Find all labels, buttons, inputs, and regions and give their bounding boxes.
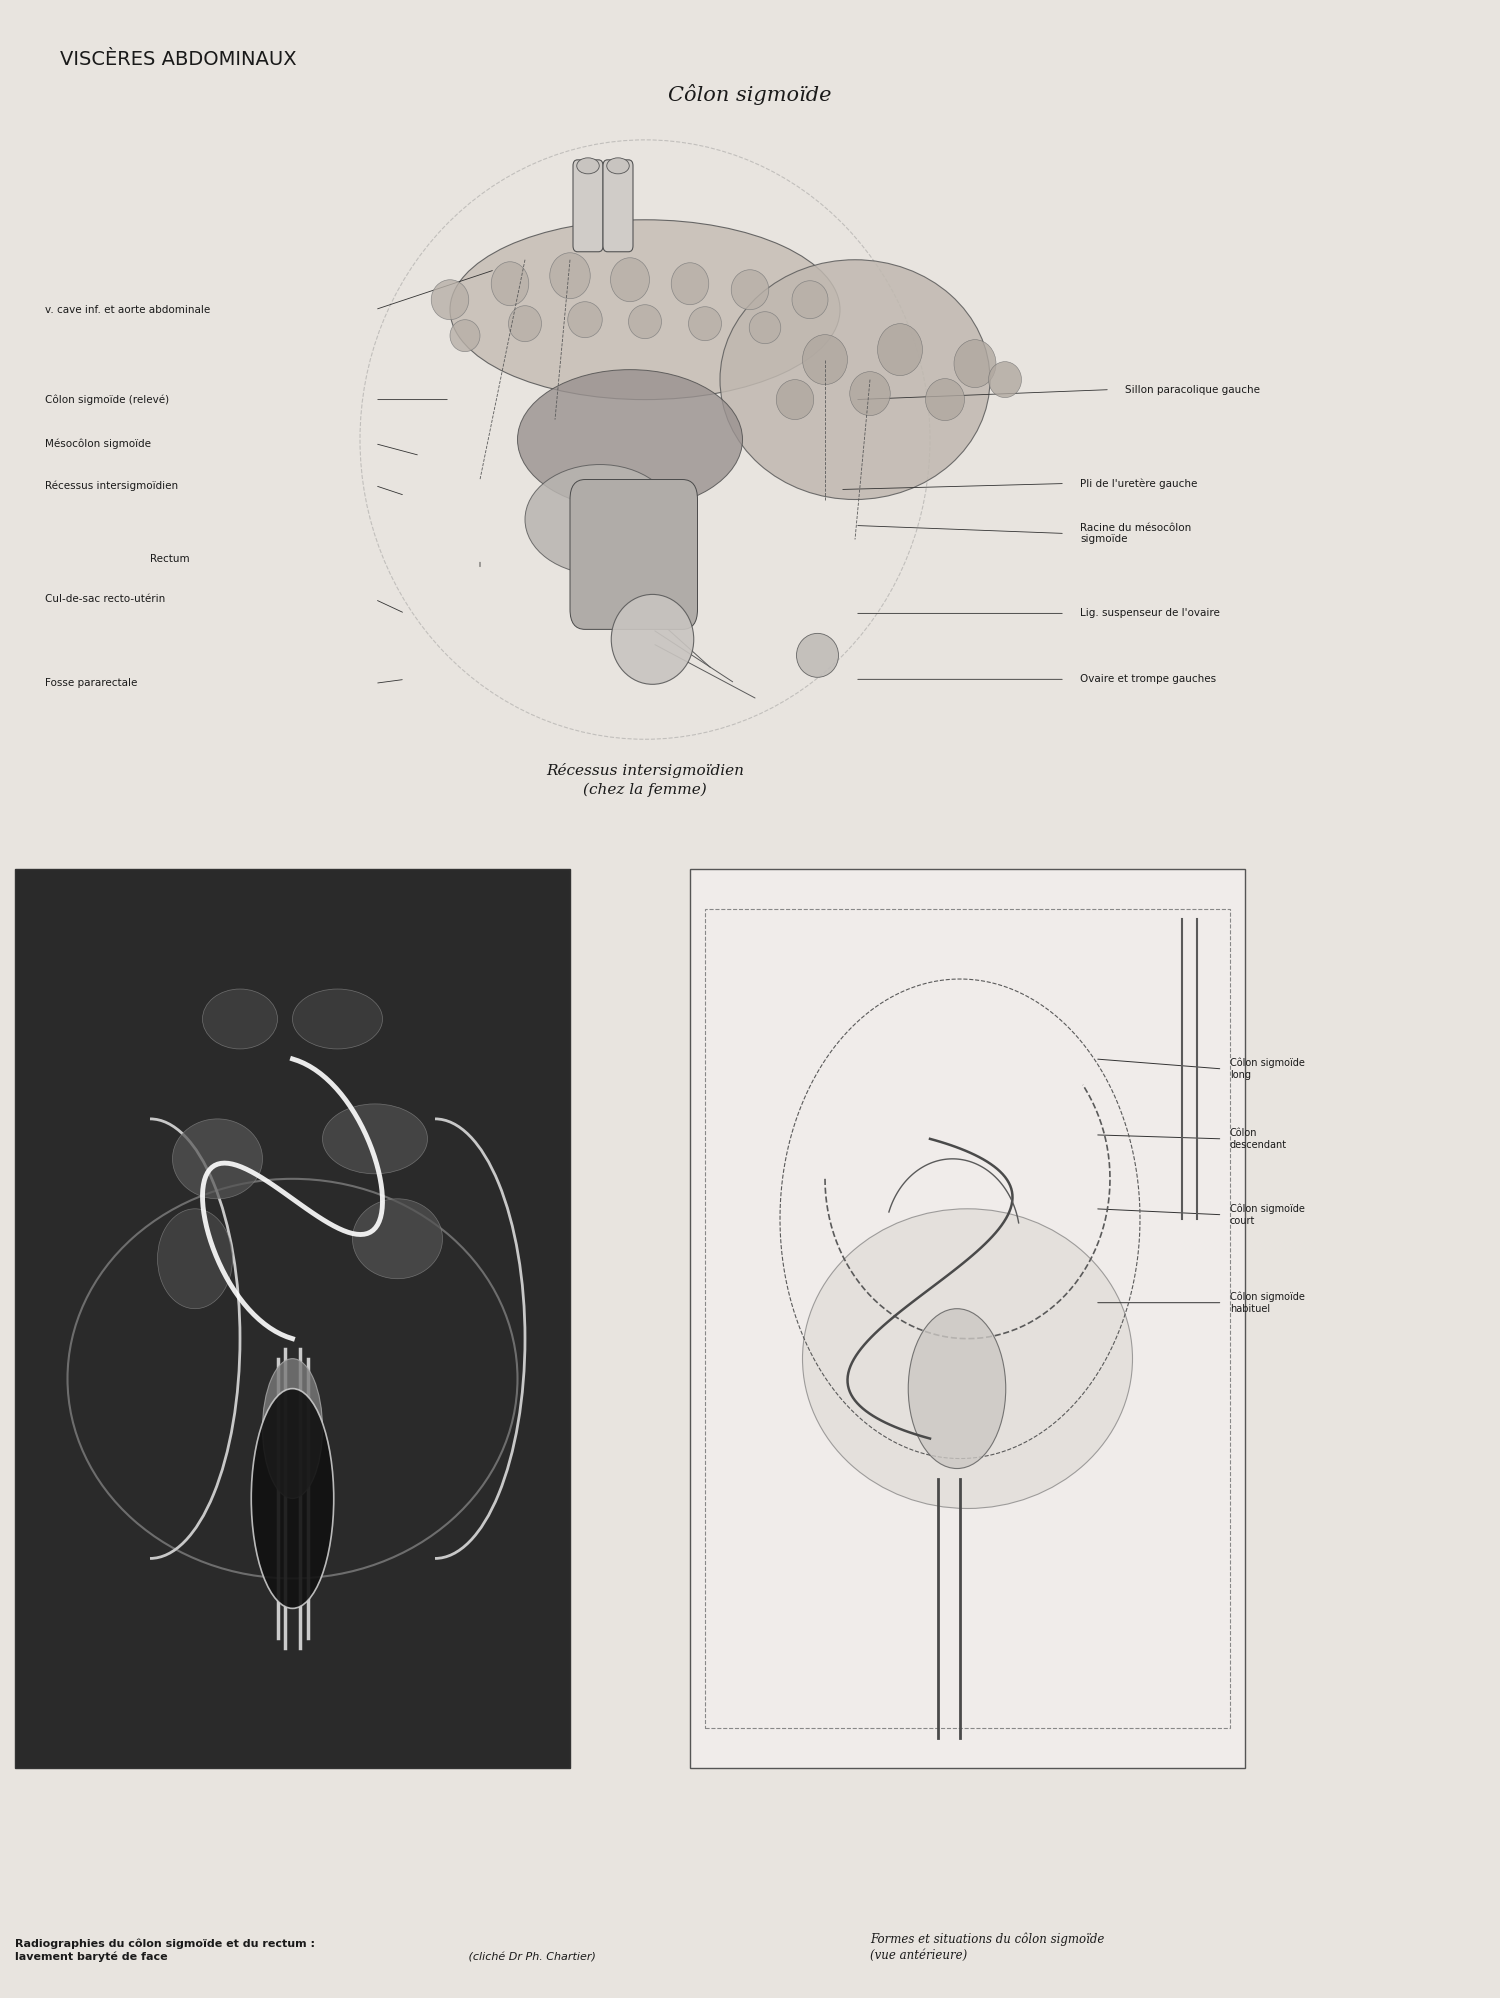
Ellipse shape (908, 1309, 1005, 1469)
Text: Côlon sigmoïde
habituel: Côlon sigmoïde habituel (1230, 1291, 1305, 1315)
Ellipse shape (878, 324, 922, 376)
Text: Côlon sigmoïde: Côlon sigmoïde (669, 84, 831, 106)
Text: Côlon sigmoïde
court: Côlon sigmoïde court (1230, 1203, 1305, 1227)
Ellipse shape (796, 633, 838, 677)
Ellipse shape (251, 1389, 333, 1608)
Text: Côlon sigmoïde
long: Côlon sigmoïde long (1230, 1057, 1305, 1081)
Ellipse shape (292, 989, 382, 1049)
FancyBboxPatch shape (603, 160, 633, 252)
Text: Sillon paracolique gauche: Sillon paracolique gauche (1125, 384, 1260, 396)
Text: Récessus intersigmoïdien: Récessus intersigmoïdien (45, 480, 178, 492)
Ellipse shape (688, 308, 722, 342)
Ellipse shape (172, 1119, 262, 1199)
Text: v. cave inf. et aorte abdominale: v. cave inf. et aorte abdominale (45, 304, 210, 316)
Ellipse shape (926, 378, 964, 422)
Text: Mésocôlon sigmoïde: Mésocôlon sigmoïde (45, 438, 152, 450)
Ellipse shape (158, 1209, 232, 1309)
Ellipse shape (450, 320, 480, 352)
Ellipse shape (450, 220, 840, 400)
Ellipse shape (750, 312, 780, 344)
Text: Côlon
descendant: Côlon descendant (1230, 1129, 1287, 1149)
Ellipse shape (802, 336, 847, 384)
Ellipse shape (549, 252, 590, 298)
Ellipse shape (606, 158, 630, 174)
Ellipse shape (352, 1199, 442, 1279)
Ellipse shape (732, 270, 768, 310)
FancyBboxPatch shape (570, 480, 698, 629)
Ellipse shape (720, 260, 990, 500)
Text: Côlon sigmoïde (relevé): Côlon sigmoïde (relevé) (45, 394, 170, 406)
Ellipse shape (849, 372, 889, 416)
Text: (cliché Dr Ph. Chartier): (cliché Dr Ph. Chartier) (465, 1952, 596, 1962)
Text: VISCÈRES ABDOMINAUX: VISCÈRES ABDOMINAUX (60, 50, 297, 70)
Ellipse shape (518, 370, 742, 509)
Ellipse shape (628, 304, 662, 338)
Text: Formes et situations du côlon sigmoïde
(vue antérieure): Formes et situations du côlon sigmoïde (… (870, 1932, 1104, 1962)
Ellipse shape (612, 595, 693, 683)
Ellipse shape (432, 280, 468, 320)
Ellipse shape (492, 262, 528, 306)
Text: Pli de l'uretère gauche: Pli de l'uretère gauche (1080, 478, 1197, 490)
Ellipse shape (792, 282, 828, 318)
Ellipse shape (802, 1209, 1132, 1508)
Ellipse shape (262, 1359, 322, 1498)
Ellipse shape (509, 306, 542, 342)
Ellipse shape (988, 362, 1022, 398)
Text: Fosse pararectale: Fosse pararectale (45, 677, 138, 689)
Ellipse shape (610, 258, 650, 302)
Text: Cul-de-sac recto-utérin: Cul-de-sac recto-utérin (45, 593, 165, 605)
Ellipse shape (202, 989, 278, 1049)
Text: Récessus intersigmoïdien
(chez la femme): Récessus intersigmoïdien (chez la femme) (546, 763, 744, 797)
Text: Rectum: Rectum (150, 553, 189, 565)
Ellipse shape (672, 264, 708, 306)
FancyBboxPatch shape (15, 869, 570, 1768)
Text: Racine du mésocôlon
sigmoïde: Racine du mésocôlon sigmoïde (1080, 523, 1191, 543)
FancyBboxPatch shape (573, 160, 603, 252)
Ellipse shape (576, 158, 598, 174)
Ellipse shape (777, 380, 813, 420)
FancyBboxPatch shape (690, 869, 1245, 1768)
Text: Radiographies du côlon sigmoïde et du rectum :
lavement baryté de face: Radiographies du côlon sigmoïde et du re… (15, 1938, 315, 1962)
Ellipse shape (954, 340, 996, 388)
Ellipse shape (322, 1103, 428, 1175)
Ellipse shape (567, 302, 602, 338)
Text: Lig. suspenseur de l'ovaire: Lig. suspenseur de l'ovaire (1080, 607, 1220, 619)
Ellipse shape (525, 466, 675, 575)
Text: Ovaire et trompe gauches: Ovaire et trompe gauches (1080, 673, 1216, 685)
